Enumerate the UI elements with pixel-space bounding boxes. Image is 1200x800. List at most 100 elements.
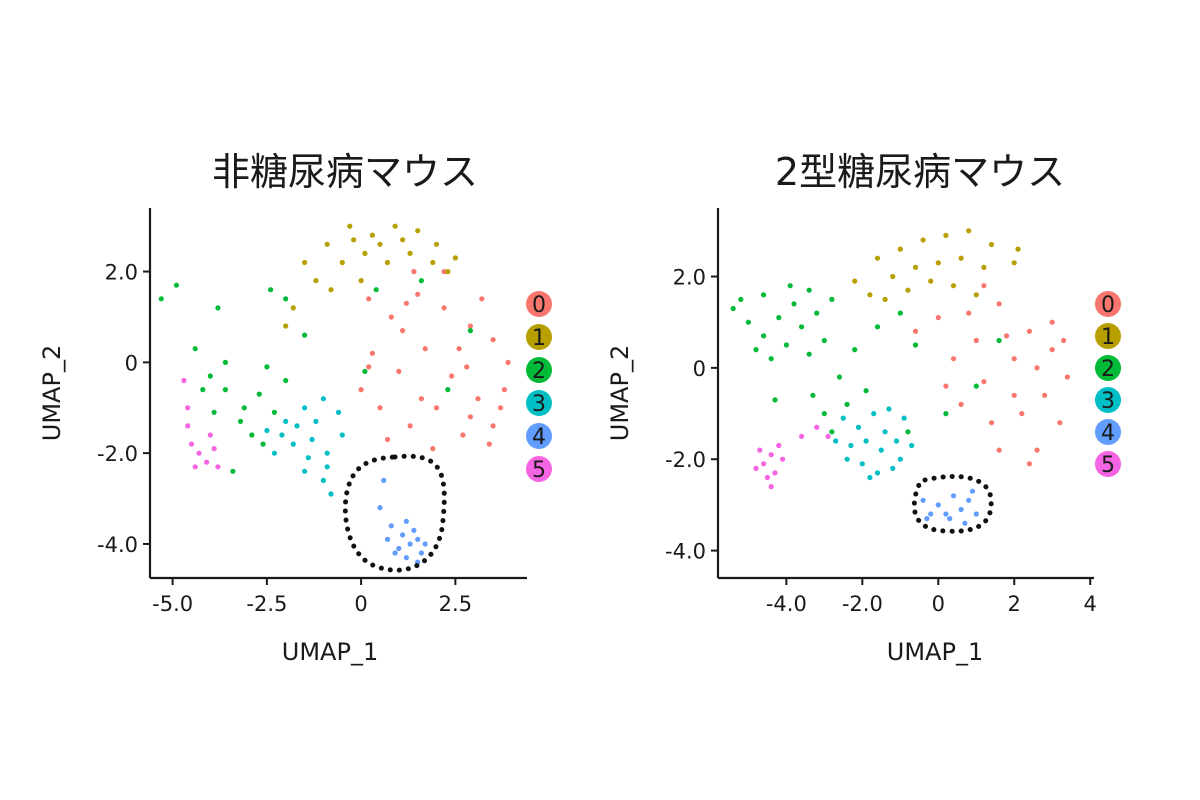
cell-point: [320, 396, 326, 402]
cell-point: [928, 278, 934, 284]
cell-point: [505, 359, 511, 365]
cell-point: [924, 516, 930, 522]
cell-point: [958, 401, 964, 407]
cell-point: [928, 511, 934, 517]
x-tick-label: 4: [1084, 592, 1097, 616]
cell-point: [1004, 333, 1010, 339]
x-tick-label: -5.0: [152, 592, 193, 616]
cell-point: [814, 310, 820, 316]
cell-point: [863, 388, 869, 394]
cell-point: [966, 228, 972, 234]
legend-key-1: [526, 324, 552, 350]
cell-point: [441, 305, 447, 311]
cell-point: [761, 461, 767, 467]
y-tick-label: -4.0: [665, 540, 706, 564]
cell-point: [403, 555, 409, 561]
legend-key-0: [1095, 291, 1121, 317]
cell-point: [396, 368, 402, 374]
cell-point: [283, 296, 289, 302]
cell-point: [1057, 420, 1063, 426]
cell-point: [302, 468, 308, 474]
y-tick-label: 2.0: [105, 261, 138, 285]
cell-point: [859, 461, 865, 467]
cell-point: [366, 364, 372, 370]
cell-point: [158, 296, 164, 302]
cell-point: [1049, 319, 1055, 325]
cell-point: [271, 409, 277, 415]
cell-point: [283, 323, 289, 329]
cell-point: [874, 255, 881, 261]
legend-key-1: [1095, 323, 1121, 349]
cell-point: [973, 511, 979, 517]
cell-point: [256, 391, 262, 397]
cell-point: [950, 493, 957, 499]
cell-point: [973, 292, 979, 298]
legend-key-0: [526, 291, 552, 317]
cell-point: [874, 470, 881, 476]
cell-point: [467, 323, 473, 329]
cell-point: [745, 319, 752, 325]
cell-point: [173, 282, 179, 288]
cell-point: [302, 259, 308, 266]
cell-point: [836, 374, 843, 380]
cell-point: [215, 464, 221, 470]
cell-point: [821, 411, 827, 417]
cell-point: [418, 278, 424, 284]
cell-point: [192, 464, 198, 470]
x-tick-label: -2.0: [842, 592, 883, 616]
cluster-1-points: [852, 228, 1021, 302]
cell-point: [863, 438, 869, 444]
cell-point: [377, 505, 383, 511]
cell-point: [890, 273, 896, 280]
cell-point: [249, 432, 255, 438]
cell-point: [730, 305, 736, 312]
cell-point: [912, 264, 919, 270]
cell-point: [768, 484, 774, 490]
cell-point: [422, 346, 428, 352]
cell-point: [305, 455, 311, 461]
cluster-4-highlight-ring: [342, 453, 447, 573]
cell-point: [400, 237, 406, 243]
cell-point: [384, 436, 391, 443]
legend-key-5: [526, 456, 552, 482]
cell-point: [912, 328, 919, 334]
cell-point: [204, 459, 210, 465]
cell-point: [324, 464, 330, 470]
cluster-4-points: [920, 488, 979, 526]
cell-point: [764, 474, 771, 481]
cell-point: [882, 429, 888, 435]
cell-point: [460, 432, 466, 438]
cell-point: [407, 541, 413, 547]
cell-point: [290, 305, 296, 311]
cell-point: [362, 368, 368, 374]
cell-point: [456, 346, 462, 352]
cell-point: [479, 296, 485, 302]
x-tick-label: 0: [354, 592, 367, 616]
cell-point: [452, 255, 458, 261]
cell-point: [776, 315, 782, 321]
cell-point: [833, 438, 839, 444]
cluster-3-points: [833, 406, 915, 481]
legend-label: 3: [532, 392, 546, 417]
panel-title: 非糖尿病マウス: [212, 150, 478, 194]
cell-point: [377, 241, 383, 247]
cell-point: [943, 232, 949, 238]
cell-point: [920, 237, 926, 243]
cell-point: [400, 532, 406, 538]
cell-point: [768, 452, 774, 458]
cell-point: [422, 541, 428, 547]
cell-point: [772, 397, 778, 403]
y-axis-title: UMAP_2: [606, 345, 634, 441]
cell-point: [943, 411, 949, 417]
cell-point: [384, 259, 391, 266]
cell-point: [358, 387, 364, 393]
cell-point: [271, 450, 277, 456]
cell-point: [886, 406, 892, 412]
cell-point: [893, 438, 900, 444]
cell-point: [445, 269, 451, 275]
cell-point: [207, 373, 213, 379]
cell-point: [309, 436, 315, 443]
panel-title: 2型糖尿病マウス: [775, 150, 1065, 194]
cell-point: [415, 536, 421, 543]
cell-point: [844, 401, 850, 407]
